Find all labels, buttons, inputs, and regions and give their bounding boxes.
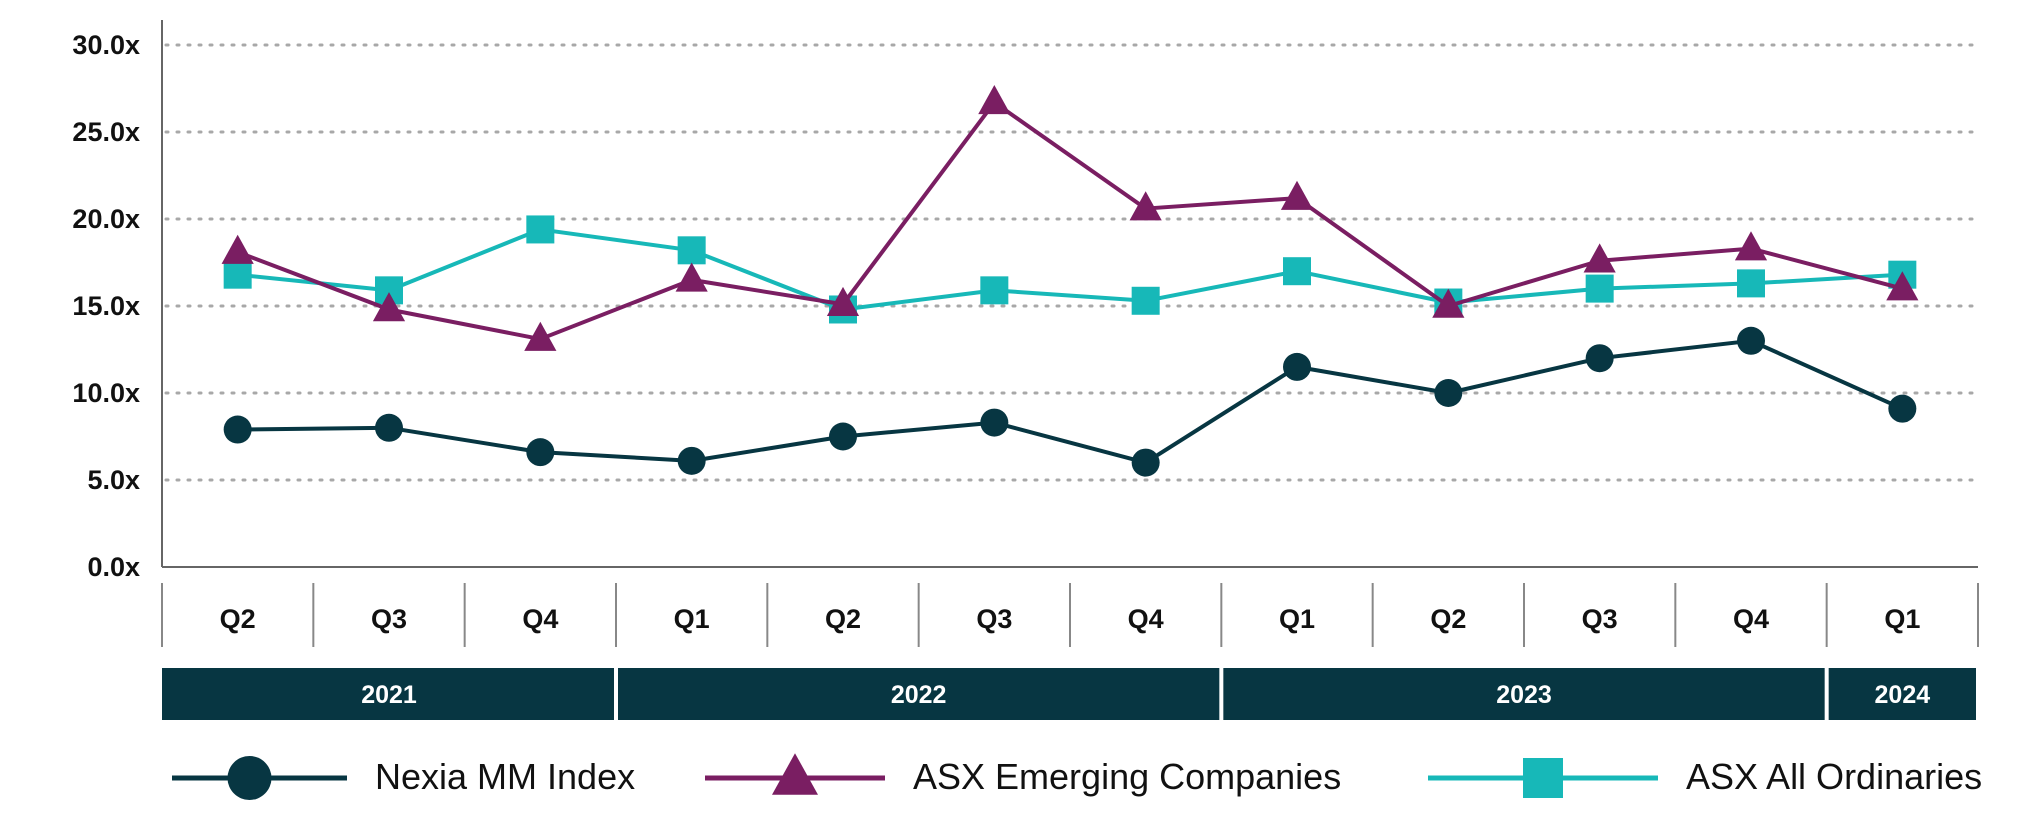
- year-band: [1223, 668, 1825, 720]
- nexia-mm-index-point: [223, 415, 252, 444]
- asx-emerging-companies-point: [1734, 231, 1768, 261]
- asx-all-ordinaries-point: [526, 215, 555, 244]
- asx-emerging-companies-point: [675, 262, 708, 292]
- x-tick-label: Q2: [1430, 604, 1466, 634]
- y-tick-label: 5.0x: [87, 465, 140, 495]
- asx-all-ordinaries-point: [1283, 257, 1311, 286]
- legend-marker-asx-emerging-companies: [772, 753, 818, 795]
- x-tick-label: Q1: [1884, 604, 1920, 634]
- y-tick-label: 30.0x: [72, 30, 140, 60]
- nexia-mm-index-point: [1131, 448, 1160, 477]
- nexia-mm-index-point: [1283, 352, 1311, 381]
- legend-marker-nexia-mm-index: [227, 756, 272, 800]
- x-tick-label: Q4: [522, 604, 558, 634]
- asx-emerging-companies-point: [826, 286, 860, 317]
- y-tick-label: 25.0x: [72, 117, 140, 147]
- x-tick-label: Q2: [220, 604, 256, 634]
- asx-all-ordinaries-point: [223, 260, 252, 289]
- x-tick-label: Q3: [1582, 604, 1618, 634]
- asx-emerging-companies-point: [221, 234, 254, 264]
- x-tick-label: Q1: [674, 604, 710, 634]
- x-tick-label: Q2: [825, 604, 861, 634]
- year-band: [1828, 668, 1976, 720]
- asx-emerging-companies-point: [524, 321, 557, 351]
- asx-emerging-companies-point: [1583, 243, 1616, 273]
- x-tick-label: Q1: [1279, 604, 1315, 634]
- year-label: 2024: [1875, 681, 1931, 709]
- nexia-mm-index-point: [1585, 344, 1614, 373]
- asx-emerging-companies-point: [978, 85, 1011, 115]
- x-tick-label: Q3: [976, 604, 1012, 634]
- asx-emerging-companies-line: [236, 100, 1903, 342]
- asx-emerging-companies-point: [1280, 180, 1314, 210]
- nexia-mm-index-point: [526, 438, 555, 467]
- legend-label-nexia-mm-index: Nexia MM Index: [375, 756, 635, 797]
- nexia-mm-index-point: [375, 413, 403, 442]
- nexia-mm-index-point: [980, 408, 1009, 437]
- asx-all-ordinaries-line: [237, 227, 1903, 312]
- asx-emerging-companies-point: [1432, 288, 1465, 318]
- asx-all-ordinaries-point: [1737, 269, 1765, 298]
- legend-marker-asx-all-ordinaries: [1523, 758, 1563, 798]
- year-band: [618, 668, 1220, 720]
- y-tick-label: 15.0x: [72, 291, 140, 321]
- asx-all-ordinaries-point: [677, 236, 706, 265]
- nexia-mm-index-point: [1888, 394, 1917, 423]
- asx-all-ordinaries-point: [1585, 274, 1614, 303]
- year-label: 2023: [1496, 681, 1552, 709]
- nexia-mm-index-point: [1737, 326, 1765, 355]
- asx-emerging-companies-point: [1886, 271, 1919, 301]
- nexia-mm-index-point: [829, 422, 857, 451]
- asx-emerging-companies-point: [1129, 191, 1162, 221]
- nexia-mm-index-line: [237, 338, 1904, 465]
- y-tick-label: 20.0x: [72, 204, 140, 234]
- legend-label-asx-all-ordinaries: ASX All Ordinaries: [1686, 756, 1982, 797]
- x-tick-label: Q4: [1128, 604, 1164, 634]
- year-label: 2022: [891, 681, 947, 709]
- legend-label-asx-emerging-companies: ASX Emerging Companies: [913, 756, 1341, 797]
- year-label: 2021: [361, 681, 417, 709]
- nexia-mm-index-point: [1434, 379, 1463, 407]
- nexia-mm-index-point: [677, 446, 706, 475]
- year-band: [162, 668, 614, 720]
- x-tick-label: Q4: [1733, 604, 1769, 634]
- asx-all-ordinaries-point: [1131, 286, 1160, 315]
- asx-all-ordinaries-point: [980, 276, 1009, 305]
- y-tick-label: 10.0x: [72, 378, 140, 408]
- y-tick-label: 0.0x: [87, 552, 140, 582]
- x-tick-label: Q3: [371, 604, 407, 634]
- asx-emerging-companies-point: [372, 292, 406, 322]
